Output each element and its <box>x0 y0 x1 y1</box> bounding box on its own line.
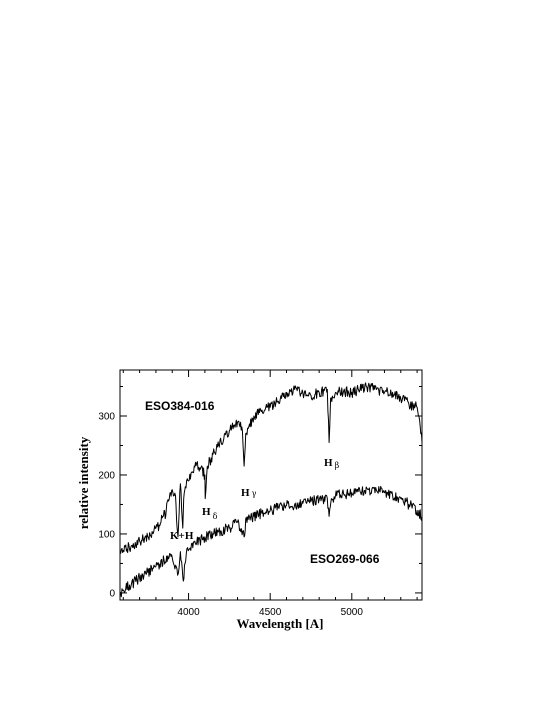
y-axis-title: relative intensity <box>76 436 91 529</box>
label-h-gamma-sub: γ <box>252 489 257 498</box>
series-layer <box>119 382 423 598</box>
label-h-beta-letter: H <box>324 457 333 469</box>
label-eso269-066: ESO269-066 <box>310 552 380 566</box>
label-h-delta-letter: H <box>202 506 211 518</box>
x-tick-label: 4500 <box>259 607 282 618</box>
x-tick-label: 5000 <box>341 607 364 618</box>
plot-frame <box>119 369 423 601</box>
tick-layer: 4000 4500 5000 0 100 200 300 <box>98 370 422 618</box>
y-tick-label: 300 <box>98 412 115 423</box>
label-k-h: K+H <box>170 530 194 542</box>
series-line-eso384-016 <box>119 382 423 554</box>
label-h-beta-sub: β <box>335 461 340 470</box>
label-eso384-016: ESO384-016 <box>145 399 215 413</box>
label-h-gamma-letter: H <box>241 487 250 499</box>
x-axis-title: Wavelength [A] <box>236 616 323 631</box>
series-line-eso269-066 <box>119 485 423 598</box>
x-tick-label: 4000 <box>177 607 200 618</box>
y-tick-label: 200 <box>98 470 115 481</box>
y-tick-label: 100 <box>98 529 115 540</box>
y-tick-label: 0 <box>109 588 115 599</box>
label-h-delta-sub: δ <box>213 512 218 521</box>
